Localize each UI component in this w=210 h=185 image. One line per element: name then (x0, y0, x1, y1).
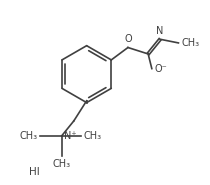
Text: CH₃: CH₃ (83, 131, 101, 141)
Text: CH₃: CH₃ (20, 131, 38, 141)
Text: HI: HI (29, 167, 39, 177)
Text: O: O (124, 34, 132, 44)
Text: O⁻: O⁻ (154, 64, 167, 74)
Text: N: N (156, 26, 164, 36)
Text: N⁺: N⁺ (64, 131, 77, 141)
Text: CH₃: CH₃ (53, 159, 71, 169)
Text: CH₃: CH₃ (181, 38, 200, 48)
